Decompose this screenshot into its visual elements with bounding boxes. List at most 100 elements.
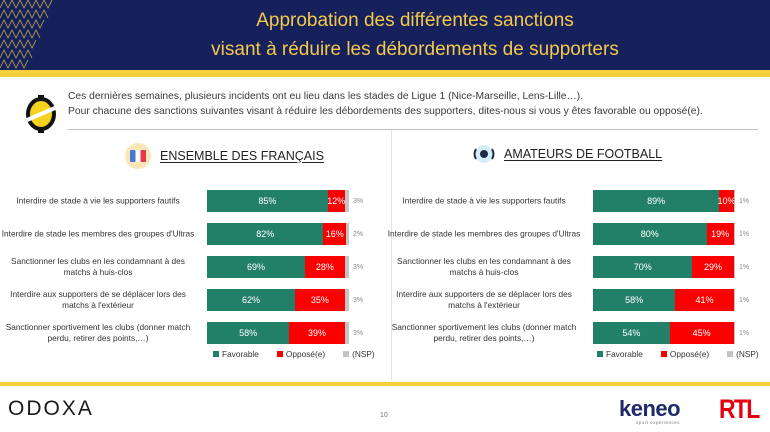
bar-segment-favorable: 58%	[207, 322, 290, 344]
legend-swatch	[276, 351, 283, 357]
bar-segment-favorable: 62%	[207, 289, 296, 311]
bar-row: Interdire de stade à vie les supporters …	[402, 190, 749, 212]
data-label-nsp: 3%	[353, 329, 364, 337]
bar-segment-nsp	[344, 256, 349, 278]
intro-line-2: Pour chacune des sanctions suivantes vis…	[68, 106, 703, 117]
france-flag-icon	[125, 143, 151, 169]
category-label: Interdire de stade à vie les supporters …	[16, 195, 180, 206]
bar-segment-favorable: 69%	[207, 256, 305, 278]
bar-segment-nsp	[733, 289, 735, 311]
bar-segment-favorable: 70%	[593, 256, 693, 278]
title-line-2: visant à réduire les débordements de sup…	[211, 39, 619, 60]
bar-segment-oppose: 19%	[706, 223, 734, 245]
legend-swatch	[660, 351, 667, 357]
panel-head-amateurs: AMATEURS DE FOOTBALL	[472, 142, 662, 166]
data-label-nsp: 3%	[353, 263, 364, 271]
rtl-logo: RTL	[719, 394, 760, 424]
bar-segment-favorable: 82%	[207, 223, 324, 245]
title-line-1: Approbation des différentes sanctions	[256, 10, 574, 31]
data-label-nsp: 1%	[739, 263, 750, 271]
legend-ensemble: Favorable Opposé(e) (NSP)	[213, 349, 393, 359]
category-label: Interdire aux supporters de se déplacer …	[10, 289, 186, 310]
bar-segment-oppose: 28%	[304, 256, 345, 278]
category-label: Sanctionner les clubs en les condamnant …	[11, 256, 185, 277]
category-label: Sanctionner les clubs en les condamnant …	[397, 256, 571, 277]
bar-row: Sanctionner les clubs en les condamnant …	[397, 256, 749, 278]
question-intro: Ces dernières semaines, plusieurs incide…	[68, 89, 703, 119]
keneo-logo: keneo	[619, 396, 681, 421]
category-label: Interdire de stade à vie les supporters …	[402, 195, 566, 206]
category-label: Sanctionner sportivement les clubs (donn…	[5, 322, 191, 343]
legend-item-favorable: Favorable	[213, 349, 259, 359]
bar-row: Interdire aux supporters de se déplacer …	[10, 289, 363, 311]
bar-segment-oppose: 29%	[692, 256, 734, 278]
bar-segment-nsp	[733, 223, 735, 245]
odoxa-symbol-icon	[26, 95, 56, 133]
data-label-nsp: 1%	[739, 230, 750, 238]
legend-label: (NSP)	[736, 349, 759, 359]
bar-segment-oppose: 35%	[295, 289, 345, 311]
bar-row: Sanctionner sportivement les clubs (donn…	[392, 322, 749, 344]
data-label-nsp: 1%	[739, 296, 750, 304]
bar-row: Interdire de stade les membres des group…	[2, 223, 363, 245]
bar-segment-nsp	[344, 322, 349, 344]
odoxa-logo: ODOXA	[8, 397, 94, 421]
bar-segment-favorable: 80%	[593, 223, 707, 245]
legend-label: Favorable	[606, 349, 643, 359]
chevron-pattern-icon	[0, 0, 53, 69]
bar-segment-nsp	[344, 289, 349, 311]
legend-swatch	[597, 351, 603, 357]
bar-segment-nsp	[733, 322, 735, 344]
legend-item-oppose: Opposé(e)	[660, 349, 710, 359]
category-label: Interdire de stade les membres des group…	[1, 228, 195, 239]
bar-segment-oppose: 39%	[289, 322, 345, 344]
footer-accent-rule	[0, 382, 770, 386]
odoxa-logo-text: ODOXA	[8, 397, 94, 420]
legend-label: Favorable	[222, 349, 259, 359]
data-label-nsp: 2%	[353, 230, 364, 238]
category-label: Sanctionner sportivement les clubs (donn…	[391, 322, 577, 343]
legend-item-oppose: Opposé(e)	[276, 349, 326, 359]
bar-segment-oppose: 16%	[323, 223, 347, 245]
bar-row: Sanctionner sportivement les clubs (donn…	[6, 322, 363, 344]
panel-divider	[391, 130, 392, 380]
bar-segment-oppose: 10%	[717, 190, 735, 212]
bar-segment-nsp	[733, 190, 735, 212]
header-banner: Approbation des différentes sanctions vi…	[0, 0, 770, 70]
intro-divider	[68, 129, 758, 130]
panel-head-ensemble: ENSEMBLE DES FRANÇAIS	[124, 142, 324, 170]
bar-segment-nsp	[733, 256, 735, 278]
panel-title-ensemble: ENSEMBLE DES FRANÇAIS	[160, 149, 324, 163]
bar-segment-nsp	[346, 223, 349, 245]
bar-segment-oppose: 12%	[327, 190, 345, 212]
legend-swatch	[727, 351, 734, 357]
page-number: 10	[380, 412, 388, 419]
bar-row: Interdire de stade à vie les supporters …	[16, 190, 363, 212]
panel-title-amateurs: AMATEURS DE FOOTBALL	[504, 147, 663, 161]
bar-row: Interdire de stade les membres des group…	[388, 223, 749, 245]
legend-swatch	[343, 351, 350, 357]
legend-label: Opposé(e)	[669, 349, 710, 359]
bar-segment-favorable: 54%	[593, 322, 670, 344]
legend-item-nsp: (NSP)	[343, 349, 375, 359]
bar-segment-favorable: 89%	[593, 190, 720, 212]
intro-line-1: Ces dernières semaines, plusieurs incide…	[68, 91, 584, 102]
bar-segment-favorable: 85%	[207, 190, 328, 212]
data-label-nsp: 3%	[353, 296, 364, 304]
data-label-nsp: 3%	[353, 197, 364, 205]
bar-segment-favorable: 58%	[593, 289, 676, 311]
data-label-nsp: 1%	[739, 197, 750, 205]
bar-segment-nsp	[344, 190, 349, 212]
legend-swatch	[213, 351, 219, 357]
bar-segment-oppose: 41%	[675, 289, 734, 311]
category-label: Interdire aux supporters de se déplacer …	[396, 289, 572, 310]
bar-row: Interdire aux supporters de se déplacer …	[396, 289, 749, 311]
keneo-tagline: sport experiences	[636, 420, 681, 425]
category-label: Interdire de stade les membres des group…	[387, 228, 581, 239]
bar-row: Sanctionner les clubs en les condamnant …	[11, 256, 363, 278]
legend-label: Opposé(e)	[285, 349, 326, 359]
page-title: Approbation des différentes sanctions vi…	[60, 0, 770, 70]
legend-item-favorable: Favorable	[597, 349, 643, 359]
header-accent-rule	[0, 70, 770, 77]
